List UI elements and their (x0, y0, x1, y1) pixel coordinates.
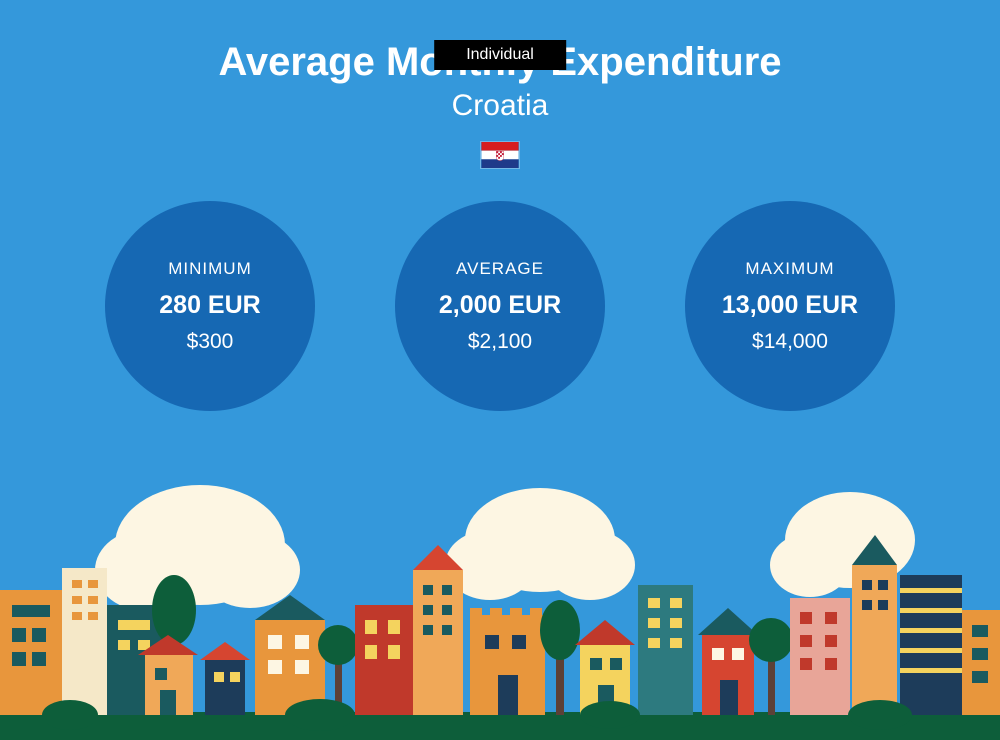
stat-value: 2,000 EUR (439, 291, 561, 320)
stat-value: 280 EUR (159, 291, 260, 320)
stat-subvalue: $14,000 (752, 330, 828, 354)
stat-average: AVERAGE 2,000 EUR $2,100 (395, 201, 605, 411)
cityscape-illustration (0, 480, 1000, 740)
stat-label: AVERAGE (456, 259, 544, 279)
stat-minimum: MINIMUM 280 EUR $300 (105, 201, 315, 411)
croatia-flag-icon (480, 141, 520, 169)
country-name: Croatia (0, 89, 1000, 123)
stat-value: 13,000 EUR (722, 291, 858, 320)
category-badge: Individual (434, 40, 566, 70)
stat-maximum: MAXIMUM 13,000 EUR $14,000 (685, 201, 895, 411)
stat-label: MAXIMUM (745, 259, 834, 279)
stat-label: MINIMUM (168, 259, 251, 279)
stat-subvalue: $300 (187, 330, 234, 354)
stats-row: MINIMUM 280 EUR $300 AVERAGE 2,000 EUR $… (0, 201, 1000, 411)
stat-subvalue: $2,100 (468, 330, 532, 354)
